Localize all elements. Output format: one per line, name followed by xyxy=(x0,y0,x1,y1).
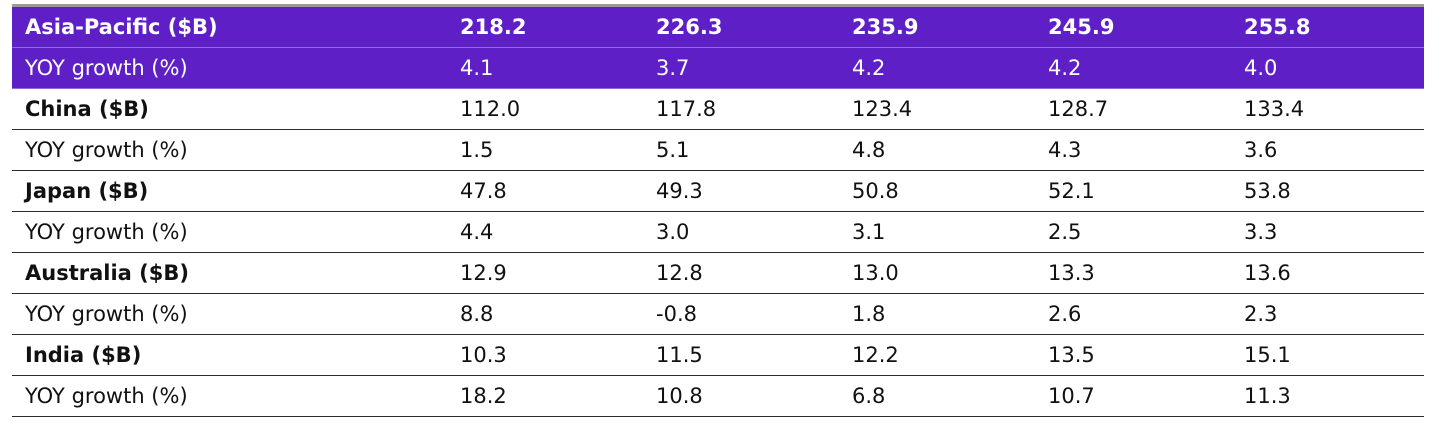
table-cell: 11.3 xyxy=(1228,375,1424,417)
table-cell: 3.6 xyxy=(1228,129,1424,171)
table-cell: 4.4 xyxy=(444,211,640,253)
table-row-asia-pacific: Asia-Pacific ($B) 218.2 226.3 235.9 245.… xyxy=(12,4,1424,48)
table-cell: 133.4 xyxy=(1228,88,1424,130)
table-cell: 12.9 xyxy=(444,252,640,294)
table-cell: 13.0 xyxy=(836,252,1032,294)
table-cell: 53.8 xyxy=(1228,170,1424,212)
table-cell: 128.7 xyxy=(1032,88,1228,130)
table-cell: 218.2 xyxy=(444,4,640,48)
table-cell: 1.5 xyxy=(444,129,640,171)
table-cell: 255.8 xyxy=(1228,4,1424,48)
row-label: YOY growth (%) xyxy=(12,375,444,417)
table-cell: -0.8 xyxy=(640,293,836,335)
table-row-japan-growth: YOY growth (%) 4.4 3.0 3.1 2.5 3.3 xyxy=(12,211,1424,253)
table-cell: 2.5 xyxy=(1032,211,1228,253)
table-cell: 49.3 xyxy=(640,170,836,212)
table-cell: 245.9 xyxy=(1032,4,1228,48)
table-row-asia-pacific-growth: YOY growth (%) 4.1 3.7 4.2 4.2 4.0 xyxy=(12,47,1424,89)
table-cell: 4.1 xyxy=(444,47,640,89)
table-cell: 50.8 xyxy=(836,170,1032,212)
row-label: India ($B) xyxy=(12,334,444,376)
table-cell: 10.3 xyxy=(444,334,640,376)
row-label: Australia ($B) xyxy=(12,252,444,294)
table-cell: 18.2 xyxy=(444,375,640,417)
table-cell: 10.8 xyxy=(640,375,836,417)
table-cell: 4.3 xyxy=(1032,129,1228,171)
table-cell: 11.5 xyxy=(640,334,836,376)
table-cell: 13.3 xyxy=(1032,252,1228,294)
row-label: Asia-Pacific ($B) xyxy=(12,4,444,48)
table-cell: 4.8 xyxy=(836,129,1032,171)
table-cell: 5.1 xyxy=(640,129,836,171)
row-label: Japan ($B) xyxy=(12,170,444,212)
table-cell: 13.6 xyxy=(1228,252,1424,294)
table-cell: 112.0 xyxy=(444,88,640,130)
table-cell: 2.3 xyxy=(1228,293,1424,335)
table-cell: 226.3 xyxy=(640,4,836,48)
table-cell: 4.2 xyxy=(836,47,1032,89)
table-cell: 2.6 xyxy=(1032,293,1228,335)
row-label: China ($B) xyxy=(12,88,444,130)
table-cell: 6.8 xyxy=(836,375,1032,417)
table-row-australia: Australia ($B) 12.9 12.8 13.0 13.3 13.6 xyxy=(12,252,1424,294)
row-label: YOY growth (%) xyxy=(12,129,444,171)
row-label: YOY growth (%) xyxy=(12,47,444,89)
table-cell: 4.0 xyxy=(1228,47,1424,89)
table-cell: 15.1 xyxy=(1228,334,1424,376)
row-label: YOY growth (%) xyxy=(12,211,444,253)
table-cell: 3.7 xyxy=(640,47,836,89)
table-row-japan: Japan ($B) 47.8 49.3 50.8 52.1 53.8 xyxy=(12,170,1424,212)
table-cell: 8.8 xyxy=(444,293,640,335)
table-cell: 235.9 xyxy=(836,4,1032,48)
table-cell: 52.1 xyxy=(1032,170,1228,212)
table-row-india-growth: YOY growth (%) 18.2 10.8 6.8 10.7 11.3 xyxy=(12,375,1424,417)
table-cell: 47.8 xyxy=(444,170,640,212)
table-cell: 1.8 xyxy=(836,293,1032,335)
table-cell: 4.2 xyxy=(1032,47,1228,89)
table-cell: 123.4 xyxy=(836,88,1032,130)
table-cell: 3.0 xyxy=(640,211,836,253)
table-row-india: India ($B) 10.3 11.5 12.2 13.5 15.1 xyxy=(12,334,1424,376)
table-cell: 12.2 xyxy=(836,334,1032,376)
table-cell: 3.1 xyxy=(836,211,1032,253)
table-row-australia-growth: YOY growth (%) 8.8 -0.8 1.8 2.6 2.3 xyxy=(12,293,1424,335)
row-label: YOY growth (%) xyxy=(12,293,444,335)
table-row-china: China ($B) 112.0 117.8 123.4 128.7 133.4 xyxy=(12,88,1424,130)
table-cell: 10.7 xyxy=(1032,375,1228,417)
table-container: Asia-Pacific ($B) 218.2 226.3 235.9 245.… xyxy=(12,4,1424,417)
table-cell: 117.8 xyxy=(640,88,836,130)
table-cell: 12.8 xyxy=(640,252,836,294)
data-table: Asia-Pacific ($B) 218.2 226.3 235.9 245.… xyxy=(12,4,1424,417)
table-cell: 3.3 xyxy=(1228,211,1424,253)
table-row-china-growth: YOY growth (%) 1.5 5.1 4.8 4.3 3.6 xyxy=(12,129,1424,171)
table-cell: 13.5 xyxy=(1032,334,1228,376)
